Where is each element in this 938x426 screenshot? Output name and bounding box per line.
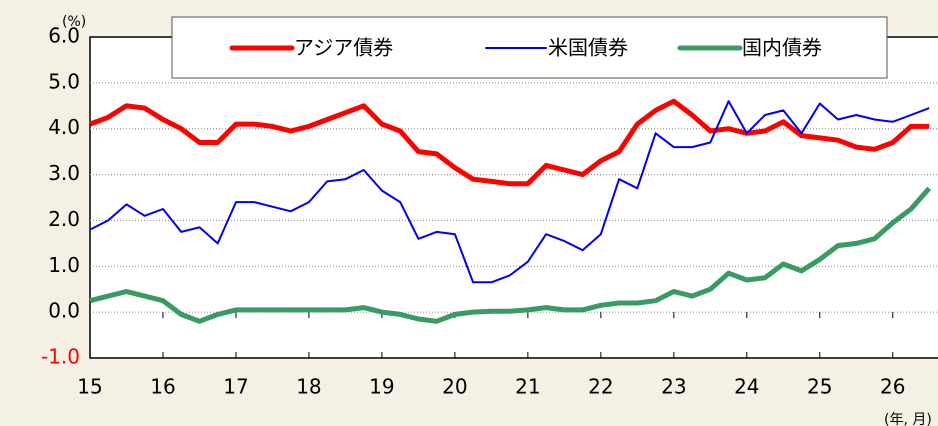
x-tick-label: 19 [369, 375, 394, 399]
line-series [89, 100, 930, 284]
y-tick-label: 1.0 [48, 253, 80, 277]
x-tick-label: 20 [442, 375, 467, 399]
x-tick-label: 15 [77, 375, 102, 399]
y-tick-label: 2.0 [48, 207, 80, 231]
x-tick-label: 18 [296, 375, 321, 399]
legend-label: アジア債券 [294, 36, 393, 60]
legend-label: 米国債券 [548, 36, 628, 60]
plot-area [89, 36, 938, 359]
y-tick-label: 4.0 [48, 115, 80, 139]
line-series [89, 98, 930, 187]
x-axis-label: (年, 月) [884, 412, 932, 426]
y-tick-label: 5.0 [48, 69, 80, 93]
y-unit: (%) [62, 14, 86, 30]
x-tick-label: 22 [588, 375, 613, 399]
y-tick-label: 6.0 [48, 24, 80, 48]
legend-label: 国内債券 [742, 36, 822, 60]
y-tick-label: 3.0 [48, 161, 80, 185]
x-tick-label: 26 [880, 375, 905, 399]
y-tick-label: 0.0 [48, 299, 80, 323]
line-series [89, 186, 932, 324]
x-tick-label: 16 [150, 375, 175, 399]
x-tick-label: 17 [223, 375, 248, 399]
x-tick-label: 25 [807, 375, 832, 399]
legend: アジア債券 米国債券 国内債券 [229, 36, 822, 60]
x-tick-label: 23 [661, 375, 686, 399]
x-tick-label: 24 [734, 375, 759, 399]
x-tick-label: 21 [515, 375, 540, 399]
plot: -1.0 0.0 1.0 2.0 3.0 4.0 5.0 6.0 15 16 17 18 19 20 21 2… [41, 24, 938, 399]
y-tick-label: -1.0 [41, 345, 80, 369]
